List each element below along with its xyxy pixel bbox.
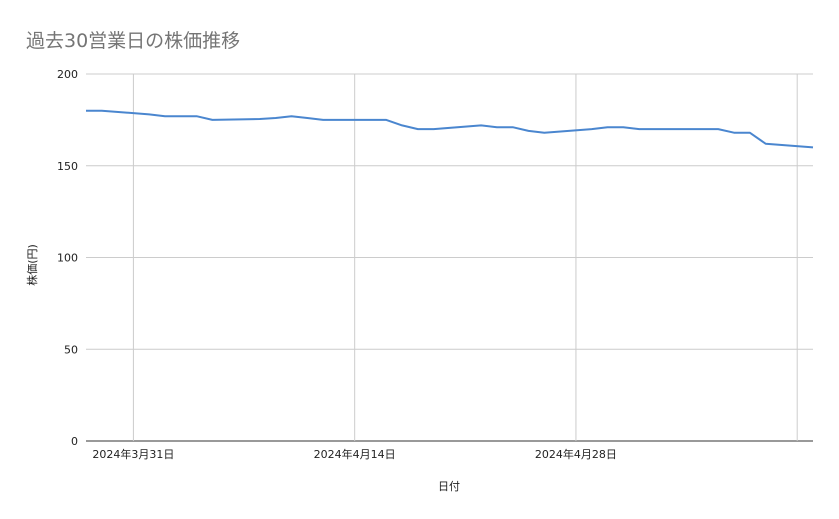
series-line bbox=[86, 109, 814, 149]
y-tick-label: 0 bbox=[71, 435, 78, 448]
x-tick-label: 2024年4月28日 bbox=[535, 447, 617, 461]
x-axis-label: 日付 bbox=[438, 480, 460, 493]
x-tick-label: 2024年3月31日 bbox=[92, 447, 174, 461]
y-tick-label: 200 bbox=[57, 68, 78, 81]
y-tick-label: 100 bbox=[57, 252, 78, 265]
chart-title: 過去30営業日の株価推移 bbox=[26, 30, 241, 52]
y-tick-label: 150 bbox=[57, 160, 78, 173]
y-tick-label: 50 bbox=[64, 343, 78, 356]
y-axis-label: 株価(円) bbox=[25, 244, 39, 286]
x-tick-label: 2024年4月14日 bbox=[314, 447, 396, 461]
